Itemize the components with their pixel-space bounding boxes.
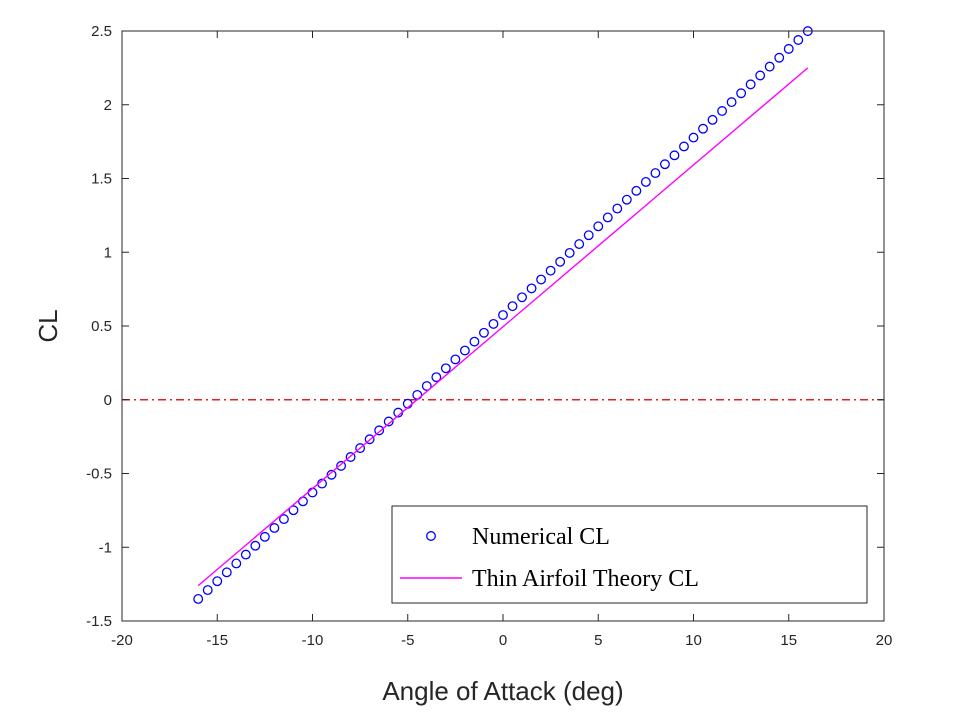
legend: Numerical CL Thin Airfoil Theory CL — [391, 505, 868, 604]
y-tick-label: 0 — [104, 392, 112, 409]
y-tick-label: 2 — [104, 97, 112, 114]
y-tick-label: -0.5 — [86, 466, 112, 483]
data-point-numerical-cl — [536, 274, 547, 285]
data-point-numerical-cl — [488, 318, 499, 329]
series-layer — [193, 26, 813, 604]
data-point-numerical-cl — [269, 523, 280, 533]
data-point-numerical-cl — [240, 549, 251, 560]
data-point-numerical-cl — [231, 558, 242, 569]
data-point-numerical-cl — [193, 593, 204, 604]
legend-box — [391, 505, 868, 604]
data-point-numerical-cl — [383, 416, 394, 427]
data-point-numerical-cl — [698, 123, 708, 134]
data-point-numerical-cl — [783, 43, 794, 54]
y-axis-ticks: -1.5 -1 -0.5 0 0.5 1 1.5 2 2.5 — [86, 23, 884, 630]
data-point-numerical-cl — [745, 79, 756, 90]
data-point-numerical-cl — [212, 576, 223, 587]
data-point-numerical-cl — [336, 460, 347, 471]
data-point-numerical-cl — [707, 114, 718, 125]
data-point-numerical-cl — [374, 425, 385, 436]
data-point-numerical-cl — [755, 70, 766, 81]
y-tick-label: -1 — [99, 539, 112, 556]
x-tick-label: 15 — [780, 632, 797, 649]
x-tick-label: -10 — [302, 632, 324, 649]
legend-entry-label: Thin Airfoil Theory CL — [472, 566, 699, 592]
x-tick-label: -15 — [206, 632, 228, 649]
data-point-numerical-cl — [507, 301, 518, 312]
data-point-numerical-cl — [459, 345, 470, 356]
data-point-numerical-cl — [288, 505, 299, 516]
data-point-numerical-cl — [564, 247, 575, 258]
data-point-numerical-cl — [526, 283, 537, 294]
y-tick-label: -1.5 — [86, 613, 112, 630]
data-point-numerical-cl — [621, 194, 632, 205]
y-tick-label: 1.5 — [91, 171, 112, 188]
data-point-numerical-cl — [640, 177, 651, 187]
y-axis-label: CL — [33, 309, 63, 342]
data-point-numerical-cl — [431, 372, 442, 383]
data-point-numerical-cl — [345, 452, 356, 462]
x-axis-ticks: -20 -15 -10 -5 0 5 10 15 20 — [111, 31, 892, 649]
data-point-numerical-cl — [717, 106, 728, 116]
data-point-numerical-cl — [250, 540, 261, 551]
data-point-numerical-cl — [421, 381, 432, 391]
data-point-numerical-cl — [326, 469, 337, 480]
x-tick-label: 10 — [685, 632, 702, 649]
data-point-numerical-cl — [259, 531, 270, 542]
data-point-numerical-cl — [555, 256, 566, 267]
data-point-numerical-cl — [479, 327, 489, 338]
data-point-numerical-cl — [278, 514, 289, 525]
data-point-numerical-cl — [517, 292, 528, 303]
data-point-numerical-cl — [726, 97, 737, 108]
y-tick-label: 0.5 — [91, 318, 112, 335]
data-point-numerical-cl — [659, 159, 670, 170]
y-tick-label: 2.5 — [91, 23, 112, 40]
data-point-numerical-cl — [612, 203, 623, 214]
y-tick-label: 1 — [104, 244, 112, 261]
legend-swatch-marker — [426, 531, 436, 541]
data-point-numerical-cl — [679, 141, 689, 152]
data-point-numerical-cl — [631, 185, 642, 196]
data-point-numerical-cl — [650, 168, 661, 179]
x-axis-label: Angle of Attack (deg) — [382, 676, 623, 706]
data-point-numerical-cl — [688, 132, 699, 143]
data-point-numerical-cl — [221, 567, 232, 578]
data-point-numerical-cl — [498, 310, 508, 320]
data-point-numerical-cl — [469, 336, 480, 347]
data-point-numerical-cl — [736, 88, 747, 99]
data-point-numerical-cl — [602, 212, 613, 223]
legend-entry-label: Numerical CL — [472, 524, 610, 550]
x-tick-label: 0 — [499, 632, 507, 649]
series-line-thin-airfoil-theory — [197, 67, 809, 587]
data-point-numerical-cl — [450, 354, 461, 365]
data-point-numerical-cl — [440, 363, 451, 374]
data-point-numerical-cl — [574, 239, 585, 250]
data-point-numerical-cl — [593, 221, 604, 232]
data-point-numerical-cl — [355, 443, 366, 454]
x-tick-label: 20 — [876, 632, 893, 649]
x-tick-label: -5 — [401, 632, 414, 649]
data-point-numerical-cl — [793, 35, 804, 45]
data-point-numerical-cl — [774, 52, 785, 63]
data-point-numerical-cl — [364, 434, 375, 445]
data-point-numerical-cl — [583, 230, 594, 241]
x-tick-label: -20 — [111, 632, 133, 649]
x-tick-label: 5 — [594, 632, 602, 649]
data-point-numerical-cl — [764, 61, 775, 72]
data-point-numerical-cl — [669, 150, 680, 161]
data-point-numerical-cl — [202, 585, 213, 596]
data-point-numerical-cl — [545, 265, 556, 276]
